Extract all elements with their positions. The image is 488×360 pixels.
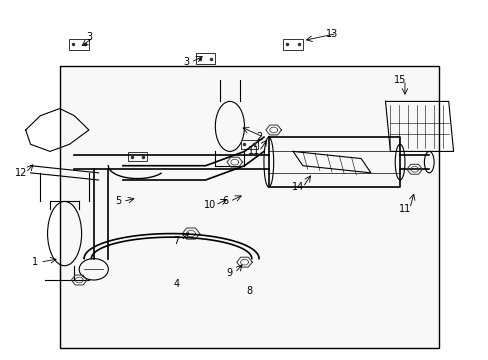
Text: 6: 6 (222, 197, 227, 206)
Text: 9: 9 (226, 268, 232, 278)
Bar (108, 162, 283, 280)
Text: 4: 4 (173, 279, 179, 289)
Bar (283, 39, 302, 50)
Bar (60, 66, 438, 348)
Text: 15: 15 (393, 75, 406, 85)
Bar (69, 39, 89, 50)
Bar (127, 152, 147, 161)
Text: 13: 13 (325, 28, 338, 39)
Text: 3: 3 (183, 57, 189, 67)
Text: 14: 14 (291, 182, 304, 192)
Text: 11: 11 (247, 147, 260, 157)
Text: 10: 10 (204, 200, 216, 210)
Text: 12: 12 (15, 168, 27, 178)
Text: 2: 2 (255, 132, 262, 142)
Text: 7: 7 (173, 236, 179, 246)
Text: 1: 1 (32, 257, 39, 267)
Text: 3: 3 (86, 32, 92, 42)
Text: 11: 11 (398, 203, 410, 213)
Bar (241, 140, 257, 149)
Text: 8: 8 (246, 286, 252, 296)
Text: 5: 5 (115, 197, 121, 206)
Bar (196, 53, 215, 64)
